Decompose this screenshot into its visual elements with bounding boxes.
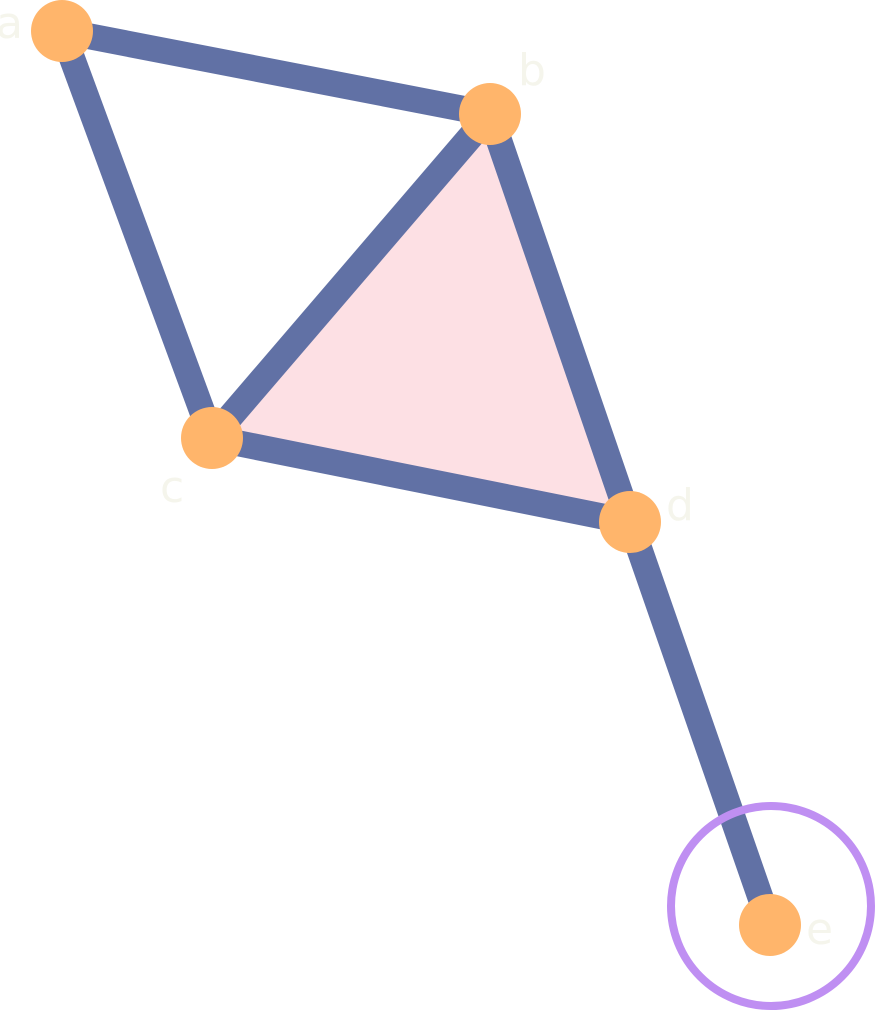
node-c[interactable] [181,407,243,469]
edge-c-d [209,425,633,535]
node-label-c: c [160,462,184,513]
node-label-a: a [0,0,23,49]
node-label-e: e [806,904,833,955]
node-d[interactable] [599,491,661,553]
node-labels: a b c d e [0,0,833,955]
edges [49,18,783,930]
nodes [31,0,801,956]
highlight-ring-e [667,802,875,1010]
node-a[interactable] [31,0,93,62]
node-label-d: d [666,480,694,531]
node-e[interactable] [739,894,801,956]
node-b[interactable] [459,83,521,145]
edge-d-e [617,517,783,930]
node-label-b: b [518,45,546,96]
edge-b-d [477,109,643,527]
edge-a-c [49,26,225,443]
edge-a-b [59,18,493,127]
edge-b-c [202,105,500,447]
highlighted-face-bcd [212,114,630,522]
